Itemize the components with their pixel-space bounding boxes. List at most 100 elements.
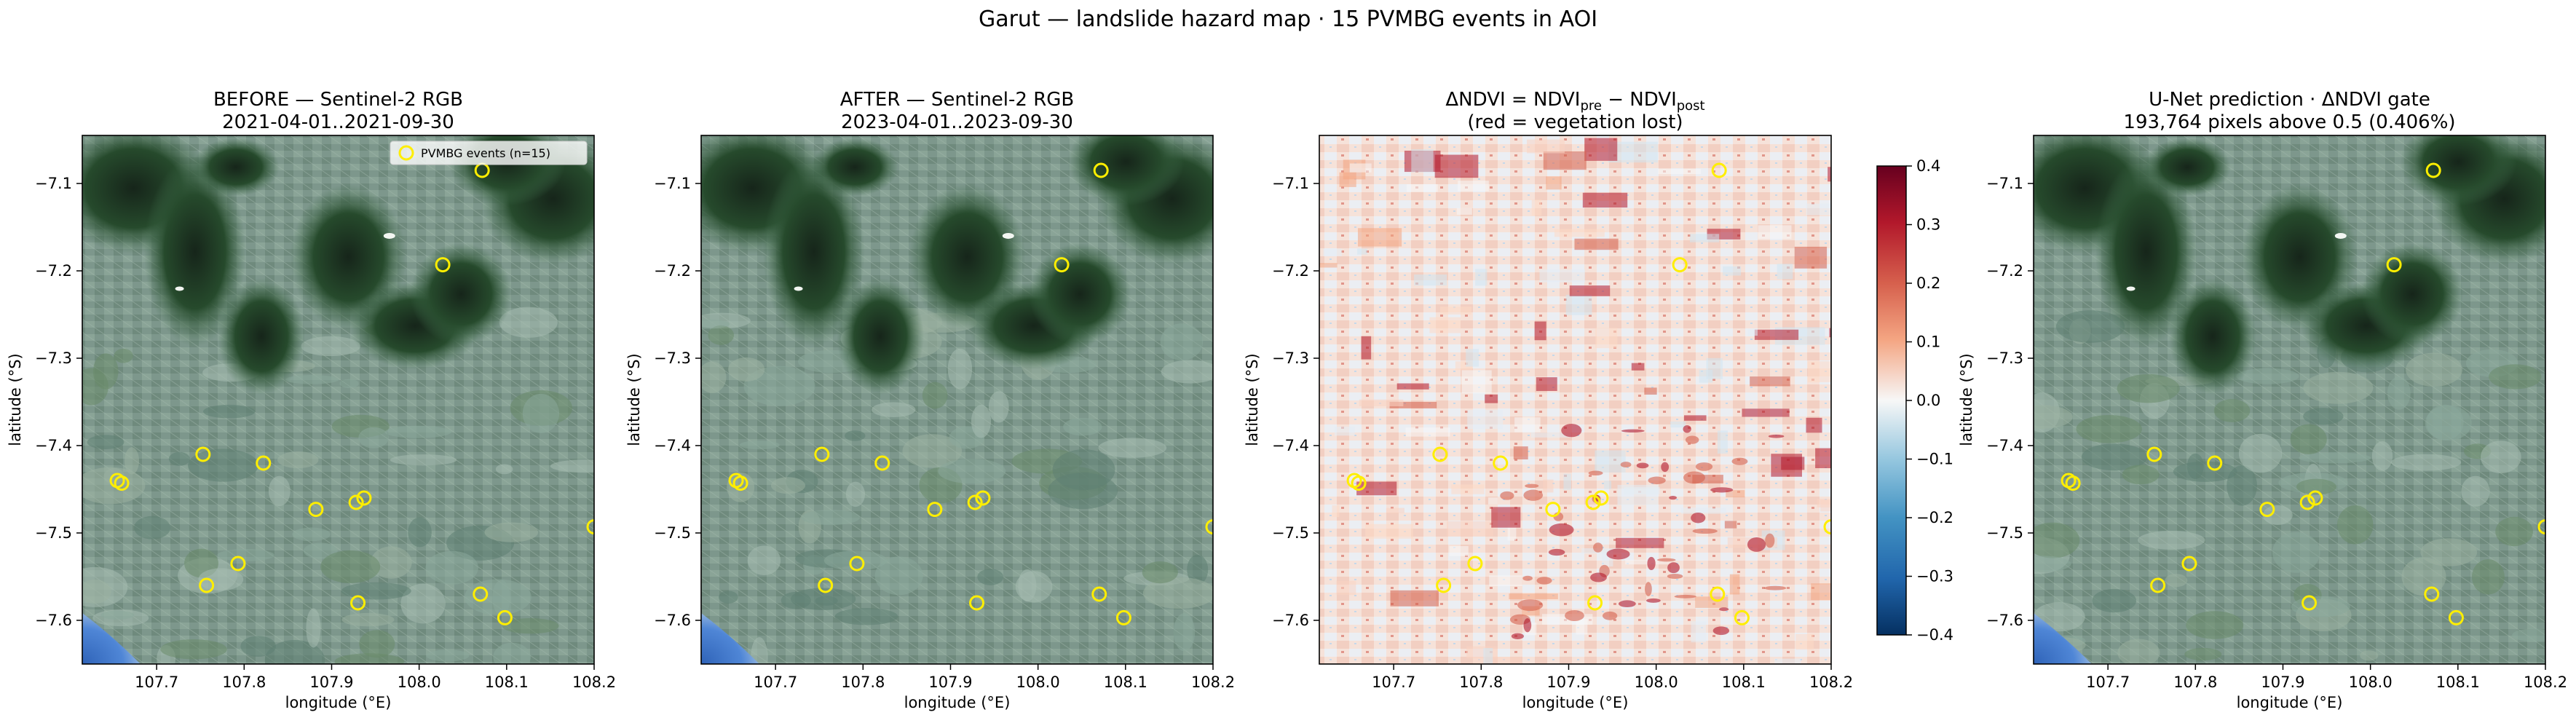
terrain-patch [82, 580, 111, 604]
ndvi-loss-patch [1763, 585, 1787, 590]
terrain-patch [2489, 364, 2542, 390]
terrain-patch [2034, 522, 2080, 558]
terrain-patch [125, 447, 140, 475]
crater-patch [1002, 232, 1014, 239]
ndvi-patch [1332, 505, 1340, 518]
legend: PVMBG events (n=15) [390, 141, 588, 165]
terrain-patch [2472, 559, 2505, 595]
terrain-patch [2296, 478, 2336, 495]
ndvi-patch [1706, 357, 1723, 379]
terrain-patch [2165, 574, 2188, 588]
ndvi-patch [1334, 426, 1355, 436]
ndvi-patch [1774, 658, 1801, 664]
ndvi-patch [1576, 619, 1588, 635]
ndvi-loss-patch [1588, 470, 1603, 476]
ndvi-background [1319, 135, 1831, 664]
terrain-patch [2117, 374, 2180, 403]
ndvi-loss-patch [1765, 533, 1775, 548]
terrain-patch [1161, 360, 1213, 384]
terrain-patch [2390, 454, 2462, 471]
event-marker [969, 595, 985, 611]
panel-title: U-Net prediction · ΔNDVI gate [2149, 89, 2430, 111]
ndvi-loss-patch [1645, 582, 1652, 596]
forest-massif [2400, 135, 2517, 206]
event-marker [1545, 502, 1561, 518]
panel-title: BEFORE — Sentinel-2 RGB [213, 89, 463, 111]
ndvi-patch [1513, 446, 1528, 459]
forest-massif [191, 138, 280, 197]
terrain-patch [2299, 452, 2371, 464]
terrain-patch [341, 582, 411, 600]
x-tick-label: 108.0 [1016, 673, 1060, 691]
x-tick-label: 108.2 [572, 673, 616, 691]
rgb-image [701, 135, 1213, 664]
ndvi-patch [1339, 172, 1356, 187]
ndvi-patch [1691, 621, 1707, 643]
panel-2: 107.7 107.8 107.9 108.0 108.1 108.2 −7.1 −7.2 −7… [625, 89, 1235, 711]
ndvi-patch [1514, 417, 1541, 432]
event-marker [2207, 455, 2223, 471]
terrain-patch [2495, 516, 2533, 547]
terrain-patch [2238, 433, 2283, 473]
ndvi-loss-patch [1656, 558, 1676, 562]
terrain-patch [502, 618, 559, 634]
terrain-patch [947, 348, 973, 390]
terrain-patch [495, 464, 513, 475]
x-tick-label: 107.9 [2261, 673, 2304, 691]
ndvi-patch [1754, 329, 1799, 340]
event-marker [356, 490, 372, 506]
ndvi-patch [1467, 409, 1504, 430]
x-tick-label: 108.1 [2436, 673, 2480, 691]
terrain-patch [2186, 611, 2244, 639]
ndvi-patch [1680, 507, 1726, 514]
ndvi-patch [1411, 149, 1434, 173]
ndvi-loss-patch [1695, 462, 1713, 471]
colorbar-bar [1876, 165, 1907, 636]
terrain-patch [2337, 505, 2374, 545]
ndvi-loss-patch [1620, 462, 1632, 468]
ndvi-patch [1595, 450, 1626, 473]
terrain-patch [2055, 310, 2125, 343]
ndvi-patch [1829, 328, 1831, 338]
x-tick-label: 107.7 [754, 673, 797, 691]
ndvi-patch [1359, 399, 1404, 406]
ndvi-patch [1489, 575, 1522, 586]
ndvi-loss-patch [1747, 537, 1766, 552]
ndvi-patch [1806, 417, 1822, 433]
ndvi-patch [1807, 361, 1831, 382]
terrain-patch [384, 425, 451, 438]
ndvi-loss-patch [1667, 562, 1680, 574]
terrain-patch [268, 475, 291, 507]
terrain-patch [92, 353, 119, 390]
terrain-patch [408, 517, 432, 548]
ndvi-patch [1616, 537, 1664, 548]
ndvi-patch [1319, 263, 1338, 268]
terrain-patch [292, 527, 331, 542]
ndvi-loss-patch [1768, 434, 1785, 438]
event-marker [874, 455, 890, 471]
x-tick-label: 107.8 [222, 673, 266, 691]
ndvi-patch [1670, 421, 1686, 428]
terrain-patch [1187, 554, 1209, 585]
event-marker [1351, 475, 1367, 491]
x-axis-label: longitude (°E) [1522, 694, 1629, 711]
terrain-patch [198, 568, 244, 591]
forest-massif [1067, 135, 1185, 206]
y-tick-label: −7.1 [35, 175, 72, 192]
ndvi-patch [1389, 401, 1437, 408]
terrain-patch [2076, 414, 2142, 443]
terrain-patch [743, 366, 815, 406]
ndvi-loss-patch [1517, 599, 1544, 612]
ndvi-patch [1336, 580, 1356, 596]
event-marker [2448, 609, 2464, 625]
x-tick-label: 107.8 [1459, 673, 1503, 691]
ndvi-patch [1543, 151, 1587, 170]
crater-patch [383, 232, 395, 239]
event-marker [2065, 475, 2081, 491]
event-marker [1593, 490, 1609, 506]
event-marker [2259, 502, 2275, 518]
terrain-patch [203, 404, 256, 419]
ndvi-patch [1407, 183, 1438, 192]
ndvi-patch [1815, 448, 1831, 469]
ndvi-patch [1536, 377, 1557, 391]
